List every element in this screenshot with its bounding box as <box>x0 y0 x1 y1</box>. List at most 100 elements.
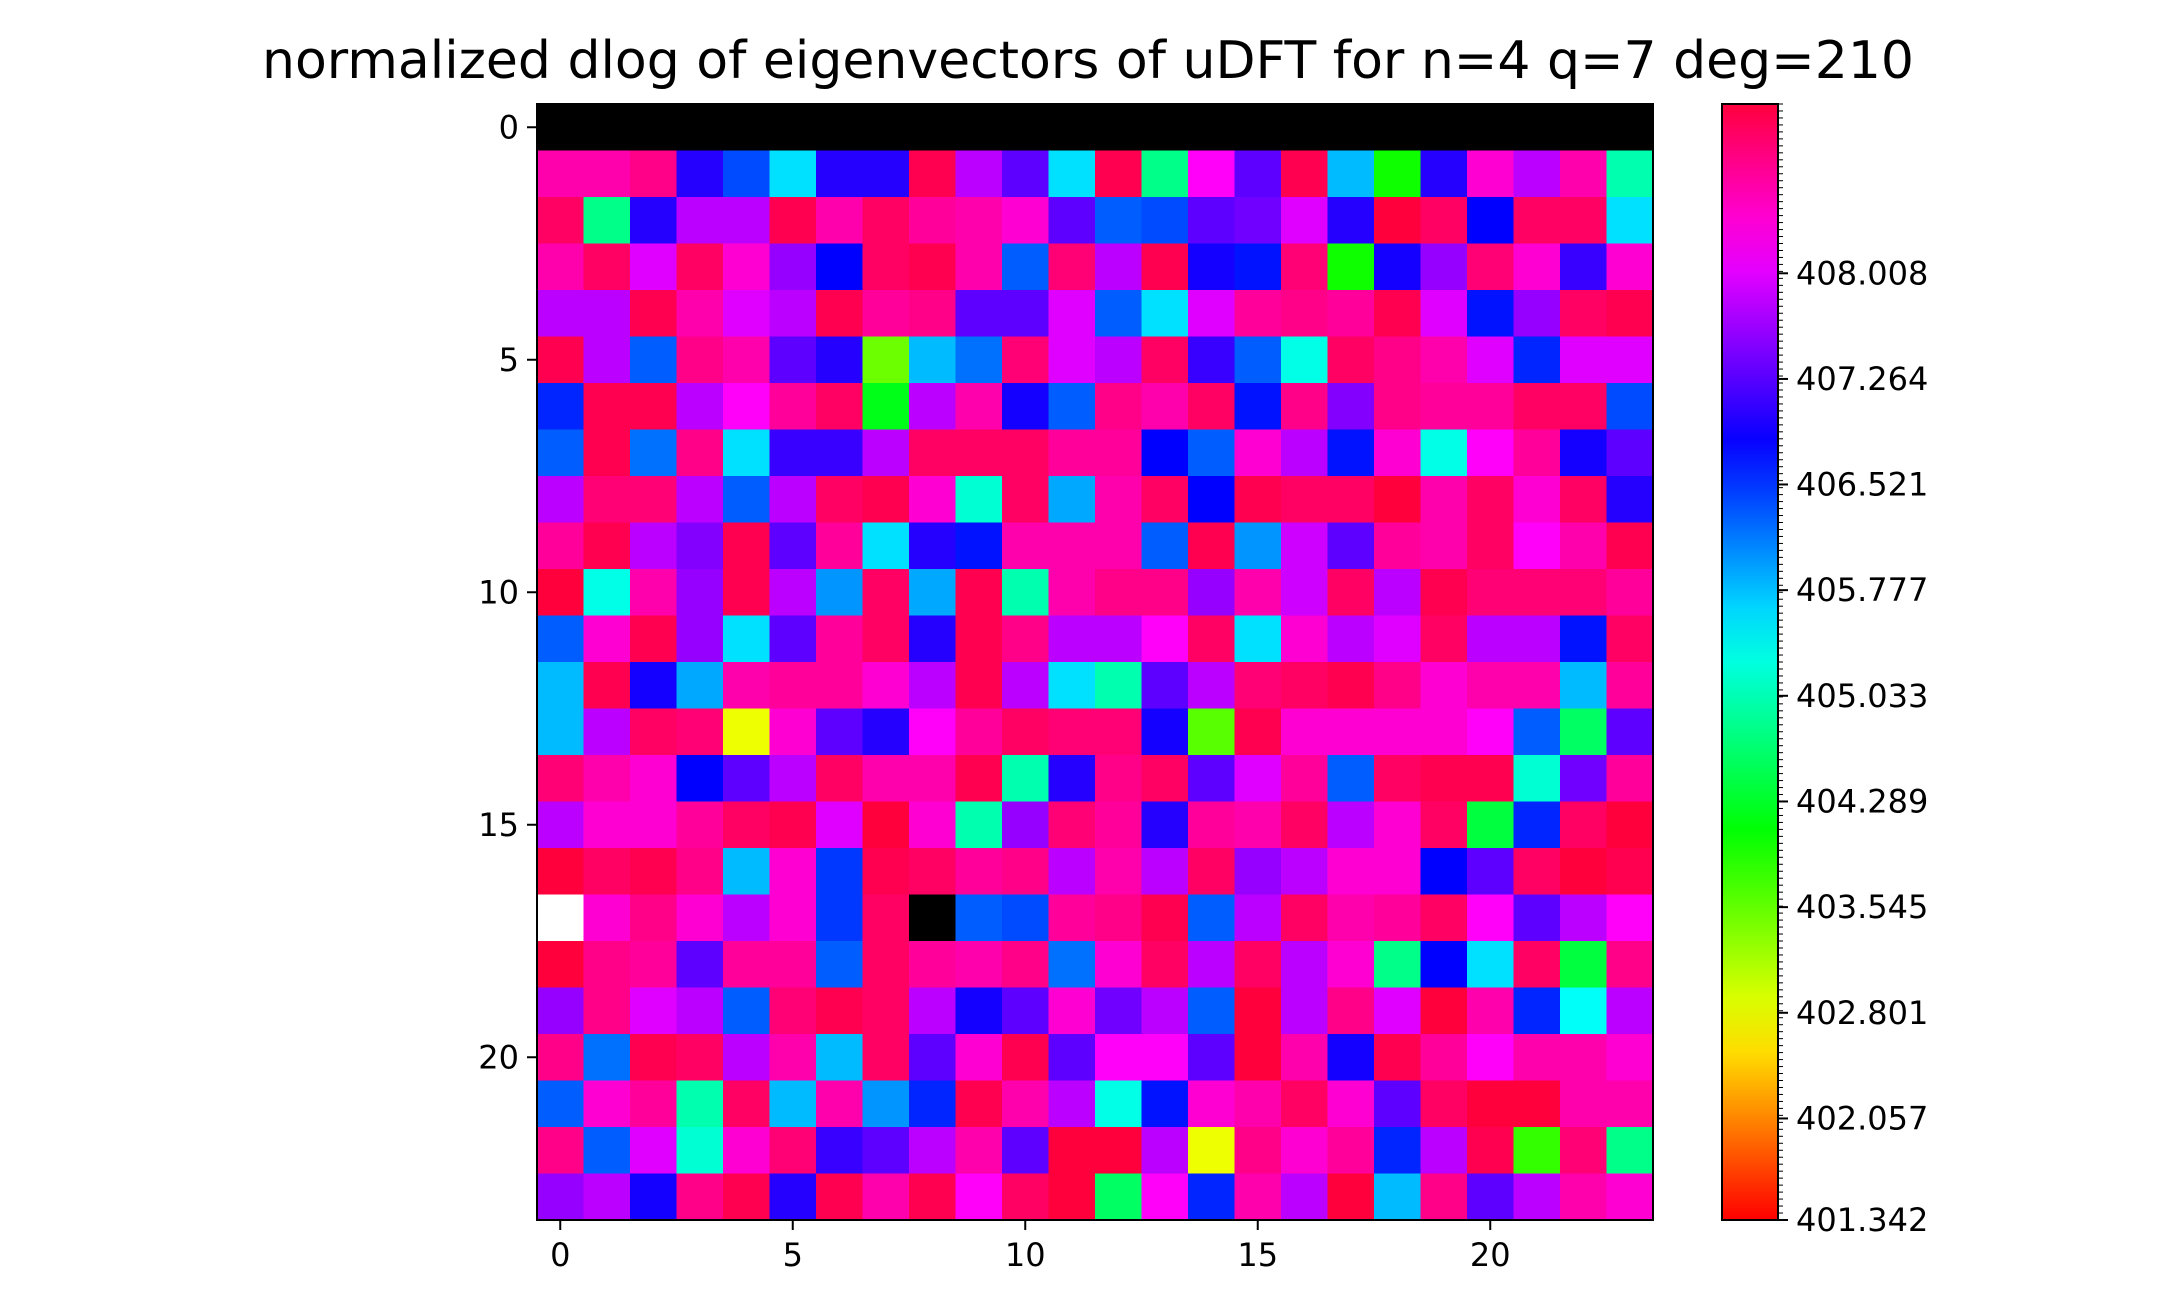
heatmap-cell <box>1002 290 1050 338</box>
heatmap-cell <box>1002 336 1050 384</box>
heatmap-cell <box>1327 197 1375 245</box>
heatmap-cell <box>1002 662 1050 710</box>
heatmap-cell <box>537 708 585 756</box>
heatmap-cell <box>1281 476 1329 524</box>
chart-title: normalized dlog of eigenvectors of uDFT … <box>262 31 1914 91</box>
heatmap-cell <box>676 243 724 291</box>
heatmap-cell <box>1467 755 1515 803</box>
heatmap-cell <box>1281 755 1329 803</box>
heatmap-cell <box>1281 941 1329 989</box>
heatmap-cell <box>862 243 910 291</box>
x-tick-label: 5 <box>783 1236 803 1274</box>
heatmap-cell <box>1374 336 1422 384</box>
heatmap-cell <box>537 104 585 152</box>
heatmap-cell <box>1188 150 1236 198</box>
heatmap-cell <box>1002 755 1050 803</box>
heatmap-cell <box>769 801 817 849</box>
heatmap-cell <box>676 1034 724 1082</box>
heatmap-cell <box>1560 290 1608 338</box>
heatmap-cell <box>769 429 817 477</box>
heatmap-cell <box>909 801 957 849</box>
heatmap-cell <box>1513 569 1561 617</box>
heatmap-cell <box>1374 1080 1422 1128</box>
heatmap-cell <box>1281 104 1329 152</box>
heatmap-cell <box>676 755 724 803</box>
heatmap-cell <box>1188 290 1236 338</box>
heatmap-cell <box>1467 522 1515 570</box>
heatmap-cell <box>1281 801 1329 849</box>
heatmap-cell <box>862 429 910 477</box>
heatmap-cell <box>1374 1034 1422 1082</box>
heatmap-cell <box>723 290 771 338</box>
heatmap-cell <box>769 150 817 198</box>
heatmap-cell <box>583 336 631 384</box>
heatmap-cell <box>909 1173 957 1221</box>
heatmap-cell <box>769 1034 817 1082</box>
heatmap-cell <box>816 336 864 384</box>
heatmap-cell <box>1095 1080 1143 1128</box>
heatmap-cell <box>537 476 585 524</box>
heatmap-cell <box>1281 615 1329 663</box>
heatmap-cell <box>1374 290 1422 338</box>
heatmap-cell <box>1606 1127 1654 1175</box>
heatmap-cell <box>1560 522 1608 570</box>
heatmap-cell <box>537 848 585 896</box>
heatmap-cell <box>1095 1173 1143 1221</box>
heatmap-cell <box>816 755 864 803</box>
heatmap-cell <box>909 243 957 291</box>
heatmap-cell <box>630 104 678 152</box>
heatmap-cell <box>630 290 678 338</box>
heatmap-cell <box>862 987 910 1035</box>
heatmap-cell <box>676 429 724 477</box>
heatmap-cell <box>1467 615 1515 663</box>
heatmap-cell <box>1327 1080 1375 1128</box>
heatmap-cell <box>862 336 910 384</box>
heatmap-cell <box>955 755 1003 803</box>
heatmap-cell <box>1374 987 1422 1035</box>
heatmap-cell <box>1420 941 1468 989</box>
heatmap-cell <box>1048 104 1096 152</box>
heatmap-cell <box>1002 1034 1050 1082</box>
heatmap-cell <box>1141 429 1189 477</box>
heatmap-cell <box>723 987 771 1035</box>
heatmap-cell <box>909 941 957 989</box>
heatmap-cell <box>1281 662 1329 710</box>
heatmap-cell <box>1141 1127 1189 1175</box>
heatmap-cell <box>1467 476 1515 524</box>
heatmap-cell <box>1374 150 1422 198</box>
heatmap-cell <box>769 615 817 663</box>
heatmap-cells <box>537 104 1654 1221</box>
heatmap-cell <box>769 708 817 756</box>
heatmap-cell <box>816 476 864 524</box>
heatmap-cell <box>1560 708 1608 756</box>
heatmap-cell <box>1560 569 1608 617</box>
heatmap-cell <box>816 1173 864 1221</box>
heatmap-cell <box>676 941 724 989</box>
heatmap-cell <box>816 383 864 431</box>
heatmap-cell <box>1141 848 1189 896</box>
heatmap-cell <box>955 1034 1003 1082</box>
heatmap-cell <box>909 383 957 431</box>
heatmap-cell <box>1606 801 1654 849</box>
heatmap-cell <box>1374 848 1422 896</box>
heatmap-cell <box>537 615 585 663</box>
heatmap-cell <box>676 894 724 942</box>
heatmap-cell <box>1281 1127 1329 1175</box>
heatmap-cell <box>1188 243 1236 291</box>
heatmap-cell <box>1095 104 1143 152</box>
heatmap-cell <box>583 1080 631 1128</box>
heatmap-cell <box>1420 569 1468 617</box>
heatmap-cell <box>862 615 910 663</box>
heatmap-cell <box>909 1080 957 1128</box>
heatmap-cell <box>1281 290 1329 338</box>
heatmap-cell <box>1606 429 1654 477</box>
heatmap-cell <box>1095 708 1143 756</box>
heatmap-cell <box>1048 476 1096 524</box>
heatmap-cell <box>676 708 724 756</box>
heatmap-cell <box>583 662 631 710</box>
heatmap-cell <box>1374 476 1422 524</box>
heatmap-cell <box>1467 104 1515 152</box>
heatmap-cell <box>1234 104 1282 152</box>
heatmap-cell <box>676 104 724 152</box>
heatmap-cell <box>1095 941 1143 989</box>
